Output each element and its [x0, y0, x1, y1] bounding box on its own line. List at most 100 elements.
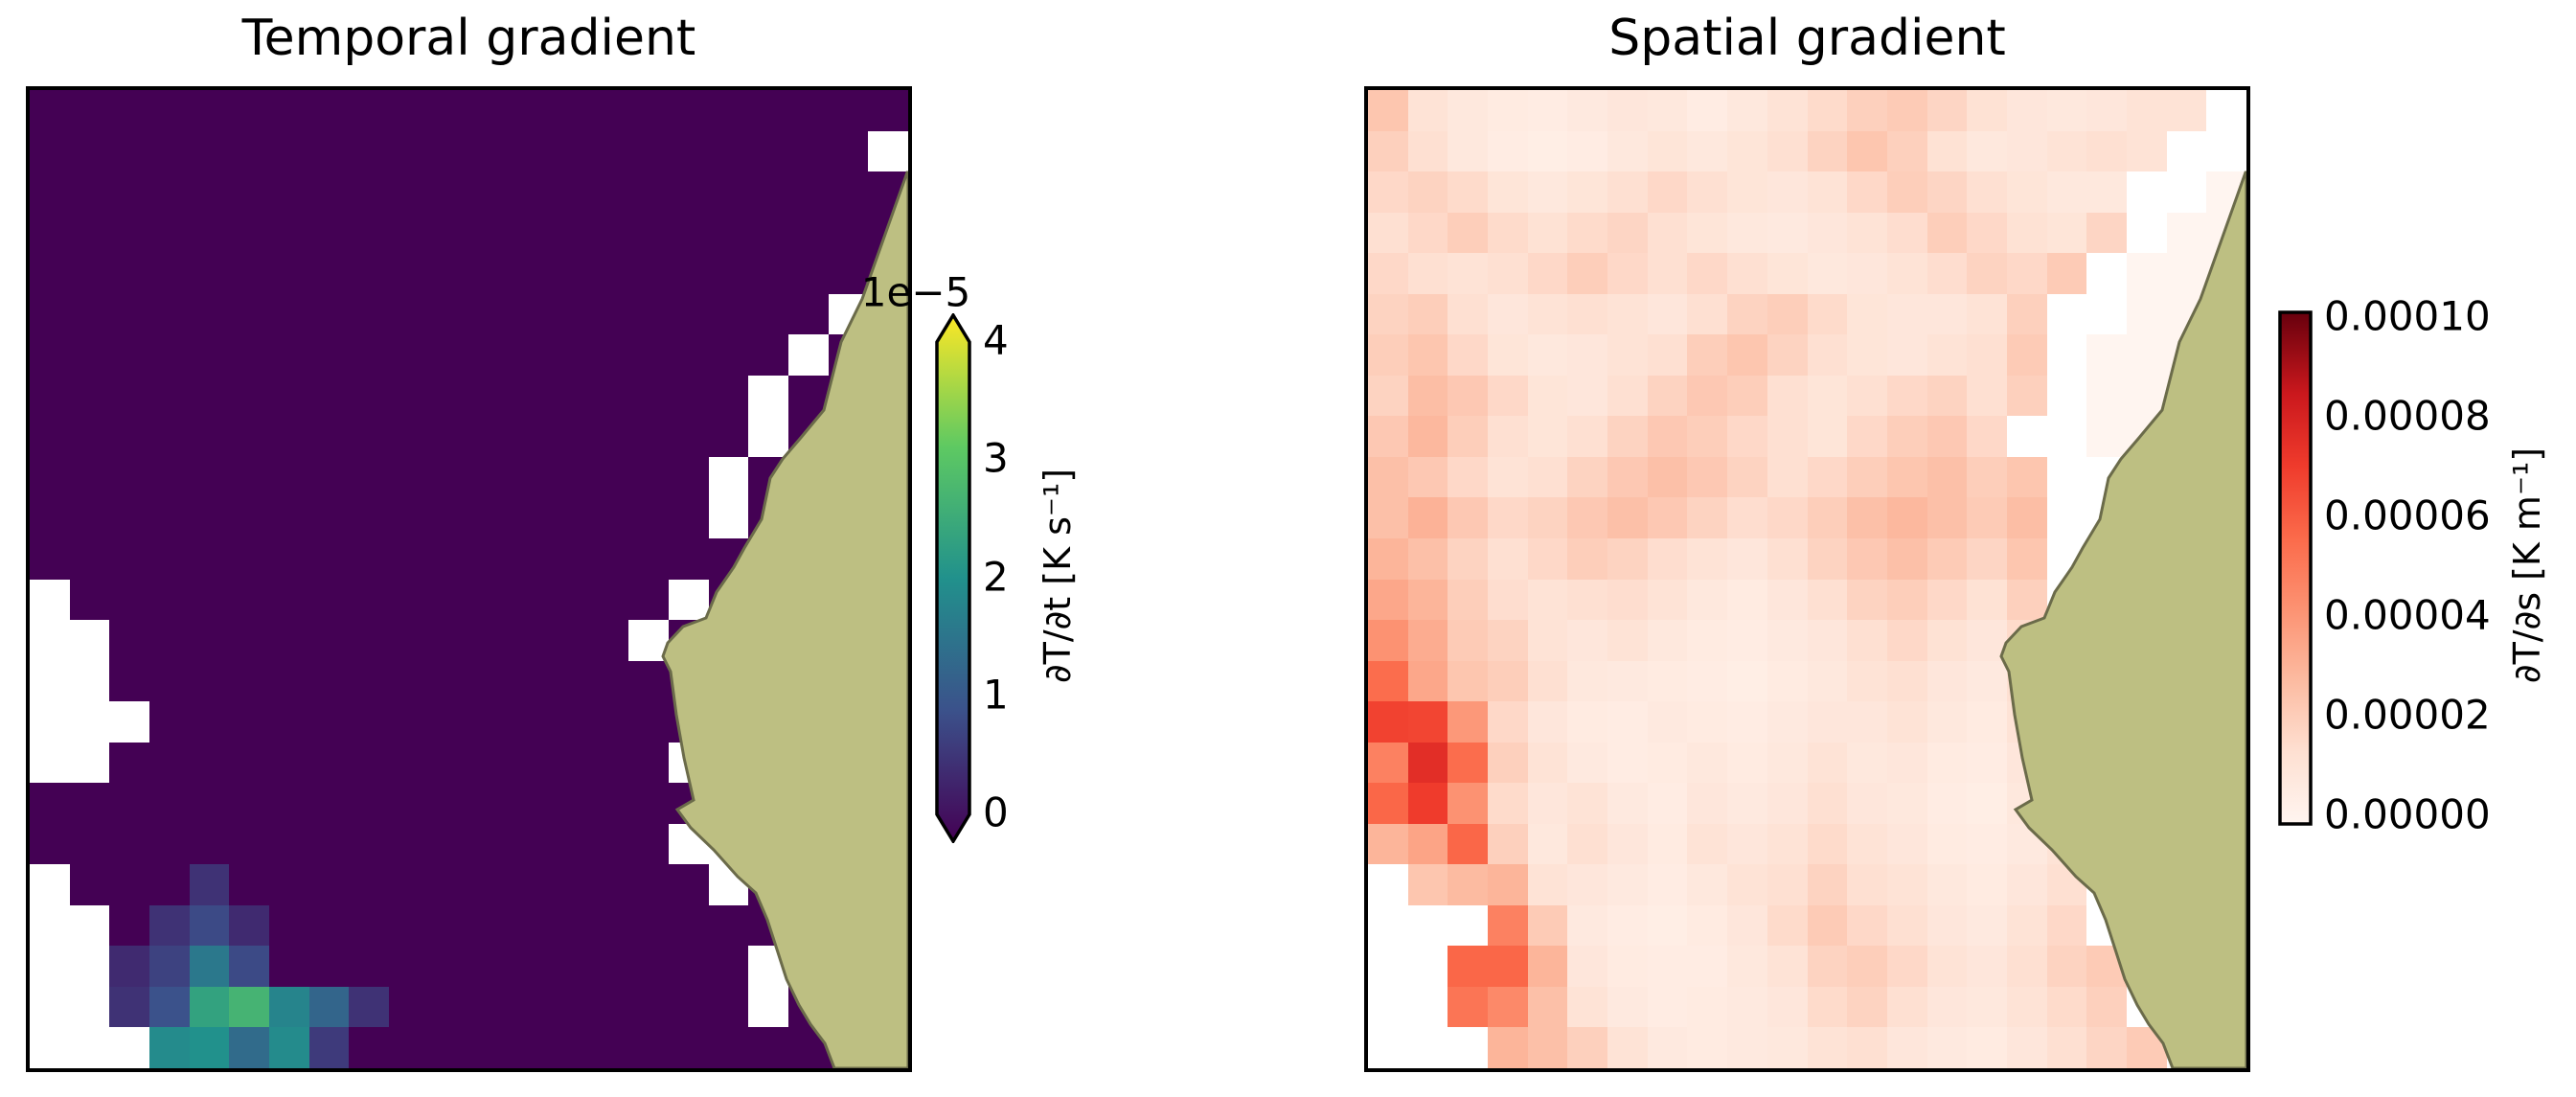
heatmap-cell — [1886, 864, 1927, 905]
heatmap-cell — [1488, 620, 1528, 661]
heatmap-cell — [2046, 904, 2087, 947]
heatmap-cell — [349, 212, 390, 254]
heatmap-cell — [308, 334, 350, 376]
heatmap-cell — [2046, 334, 2087, 376]
heatmap-cell — [229, 253, 270, 294]
heatmap-cell — [588, 537, 629, 580]
heatmap-cell — [2206, 171, 2246, 213]
heatmap-cell — [1488, 742, 1528, 784]
heatmap-cell — [2206, 823, 2246, 865]
heatmap-cell — [1926, 742, 1968, 784]
heatmap-cell — [2006, 946, 2047, 987]
spatial-gradient-panel — [1364, 86, 2250, 1072]
heatmap-cell — [1767, 497, 1808, 538]
heatmap-cell — [2086, 579, 2127, 621]
heatmap-cell — [748, 456, 788, 498]
heatmap-cell — [1607, 579, 1648, 621]
heatmap-cell — [668, 904, 709, 947]
heatmap-cell — [1368, 212, 1408, 254]
heatmap-cell — [1407, 986, 1448, 1028]
heatmap-cell — [868, 579, 908, 621]
heatmap-cell — [468, 456, 510, 498]
heatmap-cell — [149, 253, 190, 294]
heatmap-cell — [868, 1027, 908, 1068]
heatmap-cell — [1368, 1027, 1408, 1068]
heatmap-cell — [1407, 620, 1448, 661]
heatmap-cell — [1926, 497, 1968, 538]
heatmap-cell — [1847, 334, 1887, 376]
heatmap-cell — [308, 660, 350, 702]
heatmap-cell — [2166, 456, 2207, 498]
heatmap-cell — [2086, 864, 2127, 905]
heatmap-cell — [1767, 253, 1808, 294]
heatmap-cell — [229, 823, 270, 865]
heatmap-cell — [1647, 946, 1688, 987]
heatmap-cell — [1488, 416, 1528, 457]
heatmap-cell — [1886, 986, 1927, 1028]
heatmap-cell — [2206, 701, 2246, 743]
heatmap-cell — [2006, 701, 2047, 743]
heatmap-cell — [828, 130, 869, 172]
heatmap-cell — [868, 130, 908, 172]
colorbar-tick-label: 3 — [983, 434, 1009, 482]
heatmap-cell — [468, 171, 510, 213]
heatmap-cell — [229, 701, 270, 743]
heatmap-cell — [509, 497, 549, 538]
heatmap-cell — [428, 212, 469, 254]
heatmap-cell — [1567, 701, 1608, 743]
heatmap-cell — [1368, 416, 1408, 457]
heatmap-cell — [389, 701, 429, 743]
heatmap-cell — [2126, 212, 2167, 254]
heatmap-cell — [748, 701, 788, 743]
heatmap-cell — [389, 293, 429, 335]
heatmap-cell — [389, 1027, 429, 1068]
heatmap-cell — [708, 904, 749, 947]
heatmap-cell — [69, 986, 110, 1028]
heatmap-cell — [1407, 783, 1448, 824]
heatmap-cell — [2006, 579, 2047, 621]
heatmap-cell — [1847, 986, 1887, 1028]
heatmap-cell — [189, 946, 230, 987]
heatmap-cell — [1448, 742, 1489, 784]
heatmap-cell — [1807, 620, 1848, 661]
heatmap-cell — [349, 579, 390, 621]
heatmap-cell — [1727, 1027, 1767, 1068]
heatmap-cell — [588, 620, 629, 661]
heatmap-cell — [269, 783, 309, 824]
heatmap-cell — [30, 212, 70, 254]
heatmap-cell — [548, 823, 589, 865]
heatmap-cell — [389, 904, 429, 947]
heatmap-cell — [1407, 90, 1448, 131]
heatmap-cell — [269, 742, 309, 784]
heatmap-cell — [428, 946, 469, 987]
heatmap-cell — [1448, 986, 1489, 1028]
heatmap-cell — [588, 334, 629, 376]
heatmap-cell — [468, 130, 510, 172]
heatmap-cell — [1767, 293, 1808, 335]
heatmap-cell — [1368, 823, 1408, 865]
heatmap-cell — [1567, 864, 1608, 905]
heatmap-cell — [1727, 620, 1767, 661]
heatmap-cell — [69, 253, 110, 294]
heatmap-cell — [30, 579, 70, 621]
heatmap-cell — [2086, 823, 2127, 865]
heatmap-cell — [708, 456, 749, 498]
heatmap-cell — [588, 864, 629, 905]
heatmap-cell — [628, 293, 669, 335]
heatmap-cell — [2126, 334, 2167, 376]
heatmap-cell — [668, 497, 709, 538]
heatmap-cell — [229, 742, 270, 784]
heatmap-cell — [229, 334, 270, 376]
heatmap-cell — [828, 823, 869, 865]
heatmap-cell — [2126, 1027, 2167, 1068]
heatmap-cell — [1727, 946, 1767, 987]
heatmap-cell — [69, 171, 110, 213]
heatmap-cell — [308, 946, 350, 987]
heatmap-cell — [708, 701, 749, 743]
heatmap-cell — [1607, 946, 1648, 987]
heatmap-cell — [428, 579, 469, 621]
heatmap-cell — [2206, 579, 2246, 621]
heatmap-cell — [787, 293, 829, 335]
heatmap-cell — [1527, 579, 1568, 621]
heatmap-cell — [1448, 701, 1489, 743]
